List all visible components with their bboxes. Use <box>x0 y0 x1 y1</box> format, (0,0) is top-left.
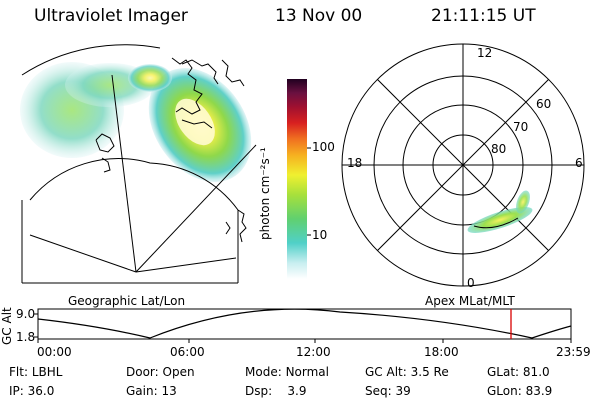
info-ip: IP: 36.0 <box>9 384 55 398</box>
mlat-label-60: 60 <box>536 97 552 111</box>
apex-caption: Apex MLat/MLT <box>425 294 515 308</box>
info-door: Door: Open <box>126 365 195 379</box>
mlt-label-0: 0 <box>467 276 475 290</box>
aurora-emission-geographic <box>20 62 252 182</box>
mlat-label-80: 80 <box>491 142 507 156</box>
colorbar <box>287 79 311 279</box>
geo-grid <box>21 44 257 284</box>
mlt-label-12: 12 <box>477 46 493 60</box>
aurora-emission-polar <box>467 190 533 233</box>
info-gc-alt: GC Alt: 3.5 Re <box>365 365 449 379</box>
polar-grid <box>341 43 585 287</box>
time-tick-0000: 00:00 <box>37 345 72 359</box>
colorbar-unit-label: photon cm⁻²s⁻¹ <box>258 147 272 240</box>
info-seq: Seq: 39 <box>365 384 411 398</box>
time-tick-1800: 18:00 <box>424 345 459 359</box>
mlat-label-70: 70 <box>513 120 529 134</box>
geographic-caption: Geographic Lat/Lon <box>68 294 186 308</box>
info-glon: GLon: 83.9 <box>487 384 553 398</box>
time-tick-0600: 06:00 <box>170 345 205 359</box>
instrument-title: Ultraviolet Imager <box>34 6 188 26</box>
time-tick-2359: 23:59 <box>556 345 591 359</box>
altitude-tick-min: 1.8 <box>16 330 36 344</box>
info-glat: GLat: 81.0 <box>487 365 550 379</box>
info-dsp: Dsp: 3.9 <box>245 384 307 398</box>
date-label: 13 Nov 00 <box>275 6 363 26</box>
altitude-plot <box>34 308 572 343</box>
info-gain: Gain: 13 <box>126 384 177 398</box>
time-label: 21:11:15 UT <box>431 6 536 26</box>
colorbar-tick-10: 10 <box>312 228 328 242</box>
colorbar-tick-100: 100 <box>312 140 335 154</box>
mlt-label-18: 18 <box>347 156 363 170</box>
mlt-label-6: 6 <box>575 156 583 170</box>
altitude-tick-max: 9.0 <box>16 307 36 321</box>
info-mode: Mode: Normal <box>245 365 329 379</box>
altitude-axis-label: GC Alt <box>0 307 14 345</box>
coastlines <box>95 57 247 243</box>
info-flt: Flt: LBHL <box>9 365 63 379</box>
time-tick-1200: 12:00 <box>296 345 331 359</box>
